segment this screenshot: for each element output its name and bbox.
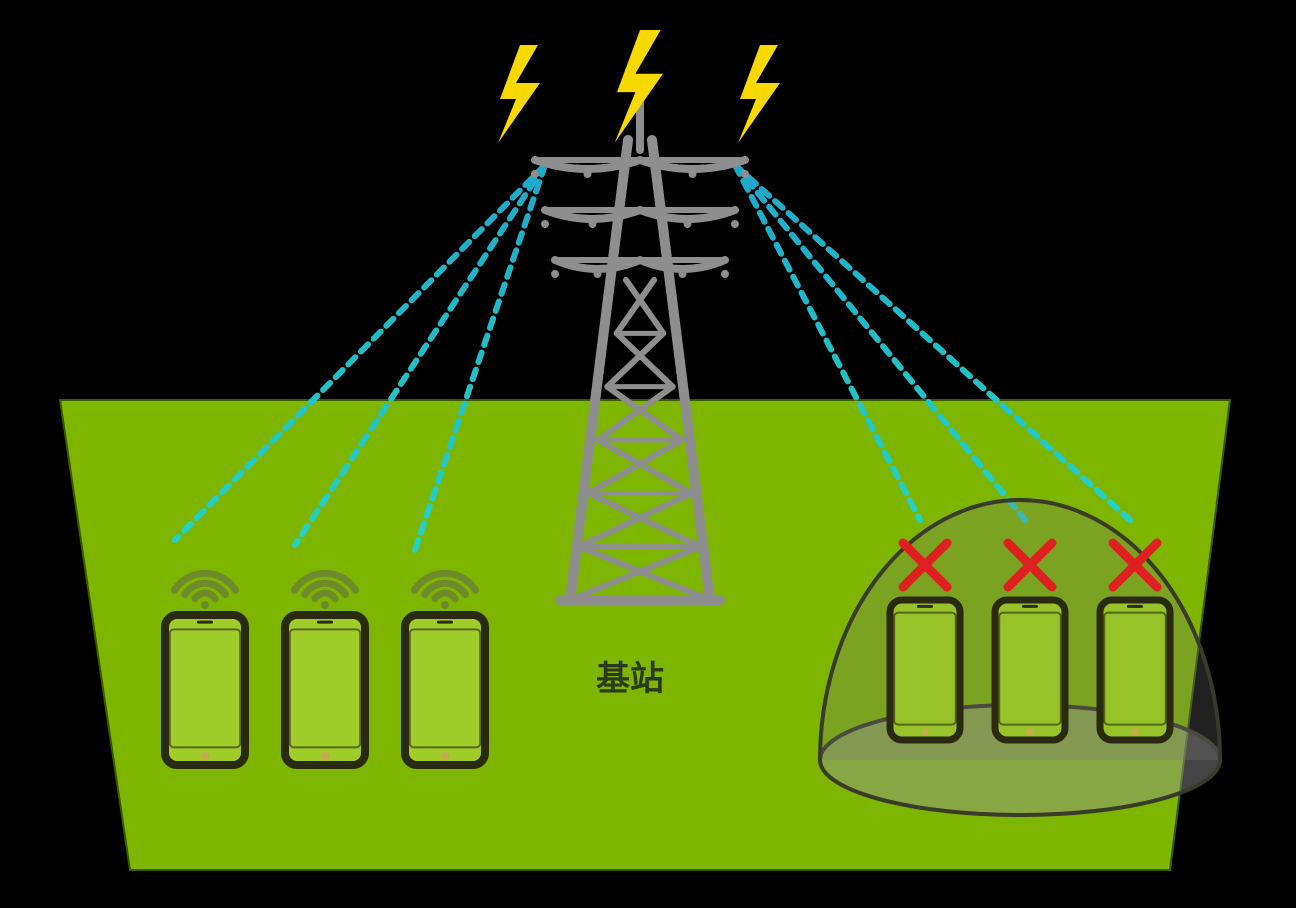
lightning-icon — [738, 45, 780, 143]
tower-label: 基站 — [596, 660, 664, 698]
lightning-icon — [498, 45, 540, 143]
diagram-canvas: 基站 — [0, 0, 1296, 908]
